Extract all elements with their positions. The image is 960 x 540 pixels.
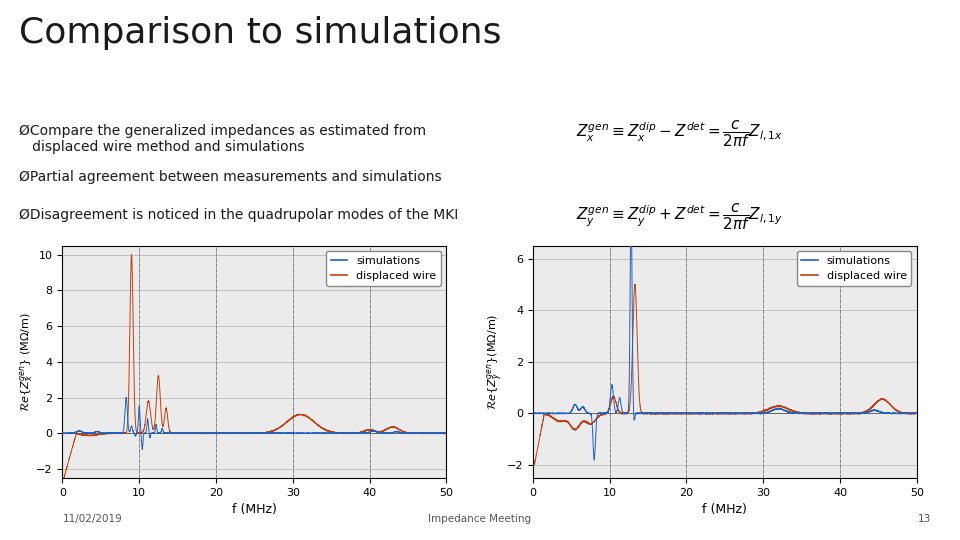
X-axis label: f (MHz): f (MHz) <box>703 503 747 516</box>
X-axis label: f (MHz): f (MHz) <box>232 503 276 516</box>
Y-axis label: $\mathcal{R}e\{Z_x^{gen}\}$ (M$\Omega$/m): $\mathcal{R}e\{Z_x^{gen}\}$ (M$\Omega$/m… <box>18 312 35 411</box>
Y-axis label: $\mathcal{R}e\{Z_y^{gen}\}$(M$\Omega$/m): $\mathcal{R}e\{Z_y^{gen}\}$(M$\Omega$/m) <box>486 314 505 410</box>
Text: ØPartial agreement between measurements and simulations: ØPartial agreement between measurements … <box>19 170 442 184</box>
Text: $Z_x^{gen} \equiv Z_x^{dip} - Z^{det} = \dfrac{c}{2\pi f} Z_{l,1x}$: $Z_x^{gen} \equiv Z_x^{dip} - Z^{det} = … <box>576 119 783 148</box>
Text: Impedance Meeting: Impedance Meeting <box>428 514 532 524</box>
Text: 11/02/2019: 11/02/2019 <box>62 514 122 524</box>
Text: 13: 13 <box>918 514 931 524</box>
Legend: simulations, displaced wire: simulations, displaced wire <box>797 251 911 286</box>
Text: $Z_y^{gen} \equiv Z_y^{dip} + Z^{det} = \dfrac{c}{2\pi f} Z_{l,1y}$: $Z_y^{gen} \equiv Z_y^{dip} + Z^{det} = … <box>576 202 783 232</box>
Text: Comparison to simulations: Comparison to simulations <box>19 16 502 50</box>
Text: ØDisagreement is noticed in the quadrupolar modes of the MKI: ØDisagreement is noticed in the quadrupo… <box>19 208 459 222</box>
Legend: simulations, displaced wire: simulations, displaced wire <box>326 251 441 286</box>
Text: ØCompare the generalized impedances as estimated from
   displaced wire method a: ØCompare the generalized impedances as e… <box>19 124 426 154</box>
